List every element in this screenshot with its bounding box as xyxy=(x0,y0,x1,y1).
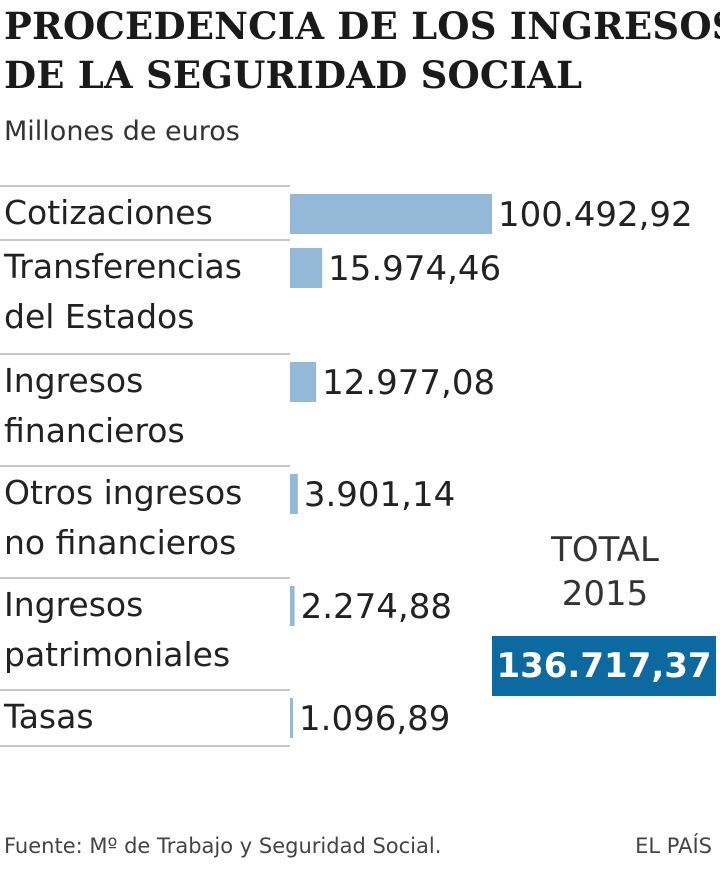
value-label: 100.492,92 xyxy=(498,195,693,235)
category-label: financieros xyxy=(4,411,185,450)
value-label: 15.974,46 xyxy=(328,249,501,289)
category-label: no financieros xyxy=(4,523,236,562)
bar xyxy=(290,194,492,234)
total-label-text: TOTAL xyxy=(551,530,659,570)
value-label: 3.901,14 xyxy=(304,475,455,515)
bar xyxy=(290,248,323,288)
category-label: Cotizaciones xyxy=(4,193,213,232)
total-label: TOTAL 2015 xyxy=(500,528,710,616)
chart-title-line-1: PROCEDENCIA DE LOS INGRESOS xyxy=(4,4,720,48)
bar xyxy=(290,586,295,626)
value-label: 2.274,88 xyxy=(301,587,452,627)
category-label: Ingresos xyxy=(4,585,143,624)
category-label: patrimoniales xyxy=(4,635,230,674)
value-label: 1.096,89 xyxy=(299,699,450,739)
bar xyxy=(290,698,293,738)
category-label: Tasas xyxy=(3,697,94,736)
category-label: del Estados xyxy=(4,297,194,336)
category-label: Transferencias xyxy=(3,247,242,286)
source-note: Fuente: Mº de Trabajo y Seguridad Social… xyxy=(4,834,442,858)
bar xyxy=(290,474,298,514)
total-year: 2015 xyxy=(561,574,649,614)
chart-title: PROCEDENCIA DE LOS INGRESOS DE LA SEGURI… xyxy=(4,2,720,100)
category-label: Otros ingresos xyxy=(4,473,242,512)
bar xyxy=(290,362,317,402)
brand-logo-text: EL PAÍS xyxy=(635,834,712,858)
value-label: 12.977,08 xyxy=(322,363,495,403)
chart-title-line-2: DE LA SEGURIDAD SOCIAL xyxy=(4,53,583,97)
chart-subtitle: Millones de euros xyxy=(4,116,240,147)
total-value-box: 136.717,37 xyxy=(492,636,716,696)
category-label: Ingresos xyxy=(4,361,143,400)
